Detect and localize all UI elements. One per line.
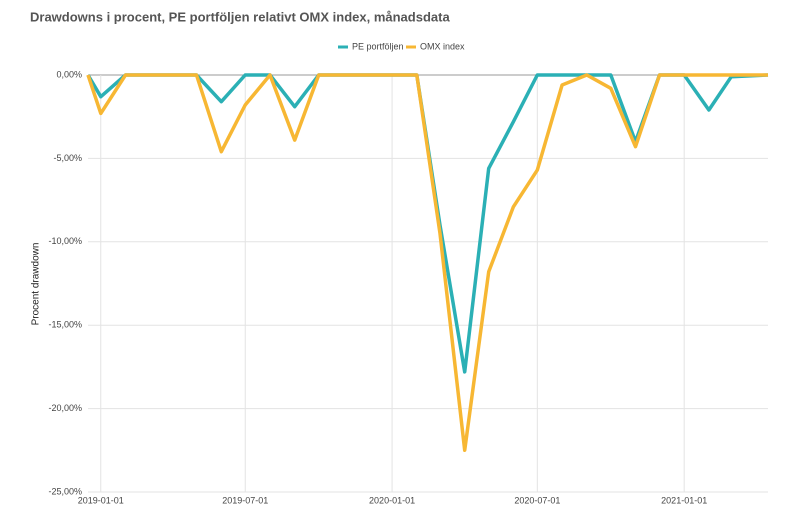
y-tick-label: -20,00% (48, 403, 82, 413)
series-line (86, 73, 769, 374)
x-tick-label: 2020-07-01 (514, 495, 560, 505)
y-axis-title: Procent drawdown (31, 243, 42, 326)
legend-label: PE portföljen (352, 41, 404, 51)
legend-label: OMX index (420, 41, 465, 51)
y-tick-label: -10,00% (48, 236, 82, 246)
chart-title: Drawdowns i procent, PE portföljen relat… (30, 9, 450, 24)
y-tick-label: -5,00% (53, 153, 82, 163)
x-tick-label: 2021-01-01 (661, 495, 707, 505)
x-tick-label: 2019-07-01 (222, 495, 268, 505)
y-tick-label: 0,00% (56, 69, 82, 79)
x-tick-label: 2019-01-01 (78, 495, 124, 505)
series-line (86, 73, 768, 453)
x-tick-label: 2020-01-01 (369, 495, 415, 505)
y-tick-label: -25,00% (48, 486, 82, 496)
y-tick-label: -15,00% (48, 320, 82, 330)
